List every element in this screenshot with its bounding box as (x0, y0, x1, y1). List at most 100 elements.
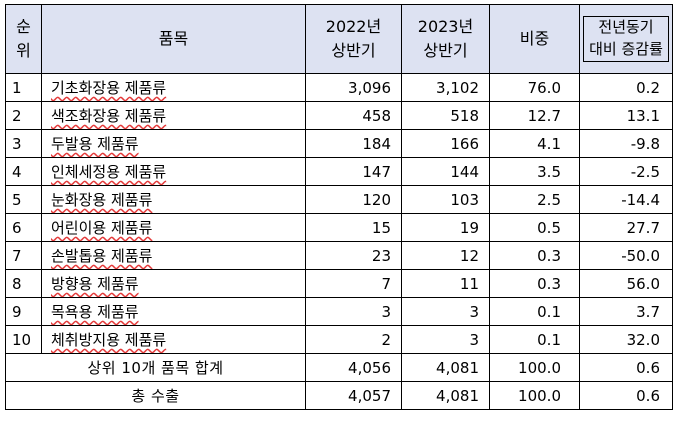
item-cell: 체취방지용 제품류 (41, 325, 306, 354)
top10-total-yoy: 0.6 (579, 353, 673, 382)
share-cell: 0.1 (489, 325, 580, 354)
rank-cell: 8 (5, 269, 42, 298)
grand-total-share: 100.0 (489, 381, 580, 410)
top10-total-share: 100.0 (489, 353, 580, 382)
cosmetics-export-table: 순 위 품목 2022년 상반기 2023년 상반기 비중 전년동기 대비 증감… (5, 4, 673, 410)
y2022-cell: 147 (305, 157, 402, 186)
y2023-cell: 3 (401, 297, 490, 326)
table-row: 6 어린이용 제품류 15 19 0.5 27.7 (5, 213, 673, 242)
h2023-header-year: 2023년 (417, 17, 474, 36)
yoy-header-line1: 전년동기 (598, 18, 654, 37)
table-header-row: 순 위 품목 2022년 상반기 2023년 상반기 비중 전년동기 대비 증감… (5, 4, 673, 74)
item-label: 색조화장용 제품류 (51, 107, 167, 125)
rank-cell: 6 (5, 213, 42, 242)
rank-cell: 10 (5, 325, 42, 354)
share-cell: 0.3 (489, 241, 580, 270)
item-label: 목욕용 제품류 (51, 303, 139, 321)
rank-cell: 5 (5, 185, 42, 214)
rank-cell: 7 (5, 241, 42, 270)
yoy-cell: 3.7 (579, 297, 673, 326)
table-row: 7 손발톱용 제품류 23 12 0.3 -50.0 (5, 241, 673, 270)
rank-cell: 4 (5, 157, 42, 186)
share-header: 비중 (489, 4, 580, 74)
table-row: 3 두발용 제품류 184 166 4.1 -9.8 (5, 129, 673, 158)
yoy-cell: 32.0 (579, 325, 673, 354)
yoy-header-box: 전년동기 대비 증감률 (583, 16, 669, 62)
table-row: 8 방향용 제품류 7 11 0.3 56.0 (5, 269, 673, 298)
grand-total-row: 총 수출 4,057 4,081 100.0 0.6 (5, 381, 673, 410)
y2022-cell: 120 (305, 185, 402, 214)
grand-total-y2023: 4,081 (401, 381, 490, 410)
rank-cell: 2 (5, 101, 42, 130)
table-row: 10 체취방지용 제품류 2 3 0.1 32.0 (5, 325, 673, 354)
item-cell: 눈화장용 제품류 (41, 185, 306, 214)
yoy-cell: -50.0 (579, 241, 673, 270)
grand-total-yoy: 0.6 (579, 381, 673, 410)
yoy-cell: 56.0 (579, 269, 673, 298)
grand-total-y2022: 4,057 (305, 381, 402, 410)
y2023-cell: 166 (401, 129, 490, 158)
yoy-cell: -14.4 (579, 185, 673, 214)
table-row: 2 색조화장용 제품류 458 518 12.7 13.1 (5, 101, 673, 130)
table-row: 5 눈화장용 제품류 120 103 2.5 -14.4 (5, 185, 673, 214)
item-label: 체취방지용 제품류 (51, 331, 167, 349)
y2023-cell: 103 (401, 185, 490, 214)
item-label: 두발용 제품류 (51, 135, 139, 153)
h2023-header: 2023년 상반기 (401, 4, 490, 74)
y2022-cell: 184 (305, 129, 402, 158)
item-cell: 목욕용 제품류 (41, 297, 306, 326)
share-cell: 2.5 (489, 185, 580, 214)
rank-cell: 1 (5, 73, 42, 102)
item-label: 방향용 제품류 (51, 275, 139, 293)
rank-cell: 3 (5, 129, 42, 158)
y2023-cell: 12 (401, 241, 490, 270)
share-cell: 4.1 (489, 129, 580, 158)
table-row: 4 인체세정용 제품류 147 144 3.5 -2.5 (5, 157, 673, 186)
share-cell: 76.0 (489, 73, 580, 102)
yoy-header: 전년동기 대비 증감률 (579, 4, 673, 74)
y2022-cell: 3,096 (305, 73, 402, 102)
y2023-cell: 144 (401, 157, 490, 186)
top10-total-row: 상위 10개 품목 합계 4,056 4,081 100.0 0.6 (5, 353, 673, 382)
item-cell: 기초화장용 제품류 (41, 73, 306, 102)
rank-cell: 9 (5, 297, 42, 326)
item-header: 품목 (41, 4, 306, 74)
item-cell: 어린이용 제품류 (41, 213, 306, 242)
y2022-cell: 15 (305, 213, 402, 242)
h2022-header-half: 상반기 (331, 41, 376, 60)
yoy-cell: 13.1 (579, 101, 673, 130)
y2022-cell: 3 (305, 297, 402, 326)
rank-header: 순 위 (5, 4, 42, 74)
top10-total-y2023: 4,081 (401, 353, 490, 382)
item-label: 기초화장용 제품류 (51, 79, 167, 97)
item-cell: 손발톱용 제품류 (41, 241, 306, 270)
yoy-cell: 0.2 (579, 73, 673, 102)
item-label: 손발톱용 제품류 (51, 247, 153, 265)
grand-total-label-text: 총 수출 (131, 387, 180, 405)
top10-total-y2022: 4,056 (305, 353, 402, 382)
item-cell: 두발용 제품류 (41, 129, 306, 158)
top10-total-label: 상위 10개 품목 합계 (5, 353, 306, 382)
h2022-header: 2022년 상반기 (305, 4, 402, 74)
yoy-cell: 27.7 (579, 213, 673, 242)
yoy-cell: -9.8 (579, 129, 673, 158)
h2022-header-year: 2022년 (325, 17, 382, 36)
top10-total-label-text: 상위 10개 품목 합계 (87, 359, 224, 377)
share-cell: 0.5 (489, 213, 580, 242)
rank-header-line1: 순 (16, 17, 31, 36)
rank-header-line2: 위 (16, 41, 31, 60)
yoy-cell: -2.5 (579, 157, 673, 186)
y2023-cell: 19 (401, 213, 490, 242)
export-table-container: 순 위 품목 2022년 상반기 2023년 상반기 비중 전년동기 대비 증감… (5, 4, 673, 410)
table-row: 1 기초화장용 제품류 3,096 3,102 76.0 0.2 (5, 73, 673, 102)
y2023-cell: 518 (401, 101, 490, 130)
item-cell: 방향용 제품류 (41, 269, 306, 298)
table-row: 9 목욕용 제품류 3 3 0.1 3.7 (5, 297, 673, 326)
y2022-cell: 458 (305, 101, 402, 130)
y2023-cell: 3 (401, 325, 490, 354)
item-label: 인체세정용 제품류 (51, 163, 167, 181)
y2023-cell: 11 (401, 269, 490, 298)
share-cell: 3.5 (489, 157, 580, 186)
y2023-cell: 3,102 (401, 73, 490, 102)
share-cell: 12.7 (489, 101, 580, 130)
